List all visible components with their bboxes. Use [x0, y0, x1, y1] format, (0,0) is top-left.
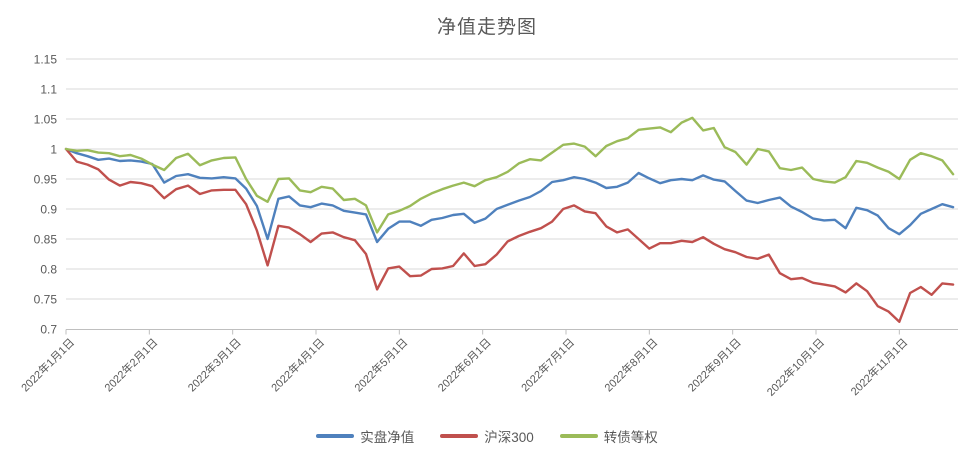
series-line-shipan-jingzhi	[64, 147, 955, 244]
x-axis-label: 2022年7月1日	[518, 335, 577, 394]
x-axis-label: 2022年8月1日	[601, 335, 660, 394]
y-axis-label: 0.8	[40, 263, 57, 277]
y-axis-label: 0.85	[34, 233, 58, 247]
legend-item-zhuanzhai-dengquan: 转债等权	[559, 426, 658, 446]
series-line-hushen-300	[64, 147, 955, 323]
legend-label-hushen-300: 沪深300	[484, 430, 534, 445]
x-axis-label: 2022年6月1日	[435, 335, 494, 394]
chart-title: 净值走势图	[436, 17, 537, 38]
x-axis-label: 2022年5月1日	[351, 335, 410, 394]
x-axis-label: 2022年4月1日	[268, 335, 327, 394]
y-axis-label: 1.05	[34, 113, 58, 127]
x-axis-label: 2022年3月1日	[185, 335, 244, 394]
y-axis-label: 0.75	[34, 293, 58, 307]
y-axis-label: 1.15	[34, 53, 58, 67]
y-axis-label: 0.7	[40, 323, 57, 337]
legend-swatch-hushen-300	[440, 434, 479, 438]
y-axis-label: 1	[50, 143, 57, 157]
x-axis-label: 2022年1月1日	[18, 335, 77, 394]
legend-item-hushen-300: 沪深300	[440, 426, 534, 446]
x-axis-label: 2022年10月1日	[764, 335, 828, 399]
legend-label-zhuanzhai-dengquan: 转债等权	[603, 430, 658, 445]
x-axis-label: 2022年11月1日	[848, 335, 911, 398]
y-axis-label: 0.95	[34, 173, 58, 187]
legend-swatch-shipan-jingzhi	[316, 434, 355, 438]
y-axis-label: 1.1	[40, 83, 57, 97]
legend-swatch-zhuanzhai-dengquan	[559, 434, 598, 438]
series-line-zhuanzhai-dengquan	[64, 116, 955, 234]
x-axis-label: 2022年9月1日	[685, 335, 744, 394]
y-axis-label: 0.9	[40, 203, 57, 217]
legend-item-shipan-jingzhi: 实盘净值	[316, 426, 414, 446]
x-axis-label: 2022年2月1日	[101, 335, 160, 394]
legend-label-shipan-jingzhi: 实盘净值	[360, 430, 415, 445]
legend: 实盘净值 沪深300 转债等权	[0, 425, 974, 447]
